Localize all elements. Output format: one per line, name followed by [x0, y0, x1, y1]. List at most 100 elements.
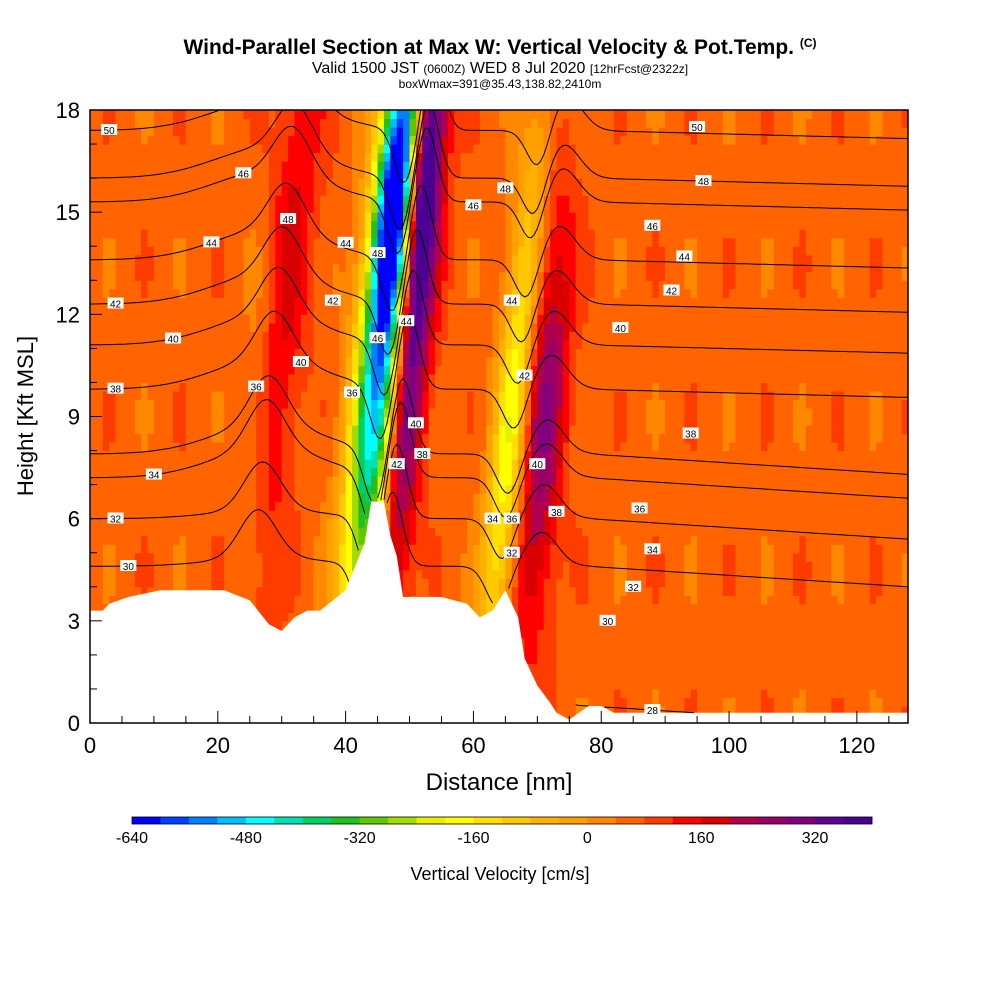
velocity-cell: [524, 535, 532, 545]
velocity-cell: [326, 195, 334, 205]
velocity-cell: [390, 110, 398, 120]
velocity-cell: [332, 501, 340, 511]
velocity-cell: [364, 135, 372, 145]
velocity-cell: [288, 390, 296, 401]
velocity-cell: [396, 390, 404, 401]
velocity-cell: [294, 118, 302, 128]
velocity-cell: [173, 203, 181, 213]
velocity-cell: [160, 348, 168, 358]
velocity-cell: [364, 144, 372, 154]
velocity-cell: [307, 152, 315, 162]
velocity-cell: [275, 578, 283, 588]
velocity-cell: [339, 459, 347, 469]
velocity-cell: [377, 356, 385, 367]
velocity-cell: [422, 493, 430, 503]
velocity-cell: [364, 110, 372, 120]
velocity-cell: [96, 467, 104, 477]
velocity-cell: [345, 518, 353, 528]
velocity-cell: [415, 586, 423, 596]
velocity-cell: [236, 331, 244, 341]
velocity-cell: [524, 433, 532, 443]
velocity-cell: [262, 595, 270, 605]
velocity-cell: [173, 280, 181, 290]
velocity-cell: [300, 110, 308, 120]
velocity-cell: [153, 322, 161, 332]
velocity-cell: [492, 425, 500, 435]
velocity-cell: [371, 161, 379, 171]
velocity-cell: [147, 459, 155, 469]
velocity-cell: [211, 229, 219, 239]
velocity-cell: [121, 135, 129, 145]
velocity-cell: [243, 373, 251, 384]
velocity-cell: [256, 476, 264, 486]
velocity-cell: [249, 271, 257, 281]
velocity-cell: [447, 203, 455, 213]
velocity-cell: [236, 484, 244, 494]
velocity-cell: [268, 399, 276, 409]
velocity-cell: [320, 510, 328, 520]
velocity-cell: [383, 212, 391, 222]
velocity-cell: [524, 331, 532, 341]
velocity-cell: [236, 178, 244, 188]
velocity-cell: [447, 442, 455, 452]
velocity-cell: [505, 246, 513, 256]
velocity-cell: [256, 263, 264, 273]
velocity-cell: [313, 578, 321, 588]
velocity-cell: [415, 356, 423, 367]
velocity-cell: [288, 561, 296, 571]
velocity-cell: [173, 237, 181, 247]
velocity-cell: [390, 186, 398, 196]
velocity-cell: [211, 254, 219, 264]
velocity-cell: [479, 297, 487, 307]
velocity-cell: [422, 510, 430, 520]
velocity-cell: [205, 407, 213, 418]
velocity-cell: [243, 186, 251, 196]
velocity-cell: [518, 476, 526, 486]
velocity-cell: [288, 527, 296, 537]
velocity-cell: [371, 271, 379, 281]
velocity-cell: [185, 442, 193, 452]
velocity-cell: [224, 110, 232, 120]
velocity-cell: [339, 433, 347, 443]
velocity-cell: [198, 527, 206, 537]
velocity-cell: [409, 246, 417, 256]
velocity-cell: [160, 178, 168, 188]
velocity-cell: [173, 484, 181, 494]
velocity-cell: [179, 229, 187, 239]
velocity-cell: [479, 433, 487, 443]
velocity-cell: [479, 161, 487, 171]
velocity-cell: [217, 305, 225, 315]
velocity-cell: [173, 569, 181, 579]
velocity-cell: [409, 237, 417, 247]
velocity-cell: [409, 331, 417, 341]
velocity-cell: [205, 348, 213, 358]
velocity-cell: [96, 510, 104, 520]
velocity-cell: [524, 263, 532, 273]
velocity-cell: [313, 501, 321, 511]
velocity-cell: [294, 578, 302, 588]
velocity-cell: [141, 484, 149, 494]
velocity-cell: [109, 527, 117, 537]
velocity-cell: [409, 527, 417, 537]
velocity-cell: [524, 476, 532, 486]
velocity-cell: [192, 254, 200, 264]
velocity-cell: [153, 237, 161, 247]
velocity-cell: [262, 356, 270, 367]
velocity-cell: [505, 152, 513, 162]
velocity-cell: [275, 331, 283, 341]
velocity-cell: [396, 237, 404, 247]
velocity-cell: [435, 586, 443, 596]
velocity-cell: [198, 365, 206, 375]
velocity-cell: [173, 212, 181, 222]
velocity-cell: [185, 561, 193, 571]
velocity-cell: [217, 297, 225, 307]
velocity-cell: [518, 544, 526, 554]
velocity-cell: [230, 305, 238, 315]
velocity-cell: [90, 152, 97, 162]
velocity-cell: [192, 476, 200, 486]
velocity-cell: [473, 186, 481, 196]
velocity-cell: [524, 127, 532, 137]
velocity-cell: [307, 161, 315, 171]
velocity-cell: [403, 407, 411, 418]
velocity-cell: [383, 280, 391, 290]
